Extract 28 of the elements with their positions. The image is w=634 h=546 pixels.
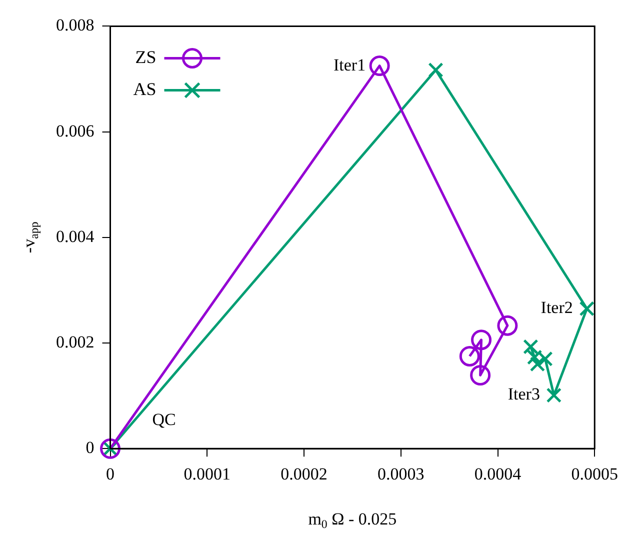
annotation: QC bbox=[152, 410, 176, 430]
legend-label: AS bbox=[133, 78, 156, 99]
x-tick-label: 0 bbox=[106, 464, 114, 484]
point bbox=[369, 56, 390, 76]
x-tick-label: 0.0001 bbox=[184, 464, 230, 484]
y-tick-label: 0.002 bbox=[56, 332, 94, 352]
point bbox=[428, 62, 444, 78]
annotation: Iter3 bbox=[508, 384, 540, 404]
y-axis-title: -vapp bbox=[19, 222, 42, 254]
point bbox=[497, 315, 518, 336]
annotation: Iter1 bbox=[333, 55, 366, 74]
point bbox=[538, 351, 553, 366]
point bbox=[471, 330, 492, 350]
y-tick-label: 0 bbox=[86, 438, 94, 458]
point bbox=[459, 346, 480, 366]
point bbox=[579, 301, 594, 316]
legend-label: ZS bbox=[135, 46, 156, 67]
y-tick-label: 0.004 bbox=[56, 226, 95, 246]
x-tick-label: 0.0003 bbox=[378, 464, 424, 484]
x-tick-label: 0.0005 bbox=[571, 464, 618, 484]
y-tick-label: 0.006 bbox=[56, 121, 94, 140]
point bbox=[546, 388, 562, 403]
point bbox=[470, 364, 491, 386]
point bbox=[530, 356, 546, 372]
x-tick-label: 0.0002 bbox=[280, 464, 328, 484]
annotation: Iter2 bbox=[540, 298, 573, 318]
y-tick-label: 0.008 bbox=[56, 16, 94, 35]
x-tick-label: 0.0004 bbox=[474, 464, 522, 484]
